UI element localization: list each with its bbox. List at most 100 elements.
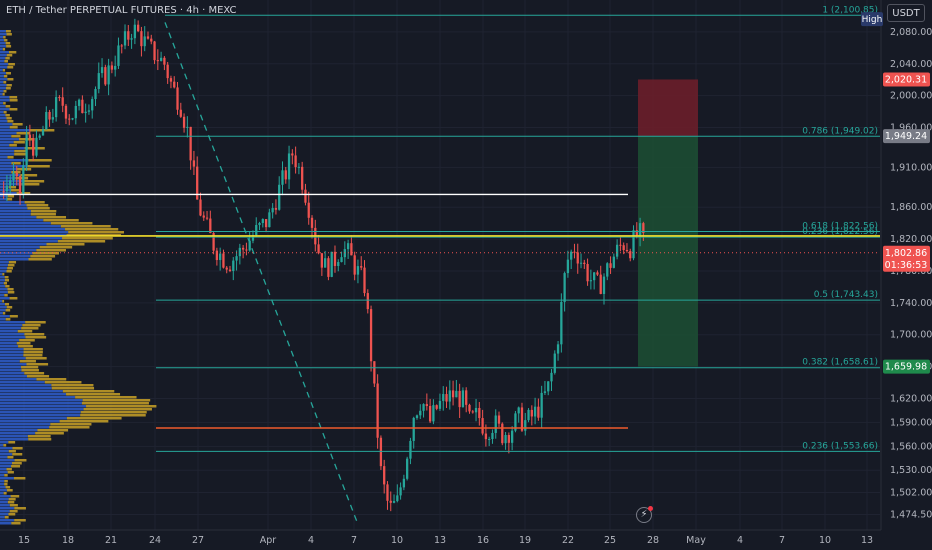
currency-button[interactable]: USDT	[887, 4, 925, 22]
volume-bar	[0, 126, 10, 129]
x-tick-label: 4	[308, 535, 314, 546]
candle	[517, 407, 520, 414]
volume-bar	[0, 504, 10, 507]
volume-bar	[4, 474, 8, 477]
candle	[104, 67, 107, 85]
volume-bar	[27, 207, 50, 210]
volume-bar	[49, 426, 90, 429]
candle	[425, 404, 428, 406]
volume-bar	[24, 180, 45, 183]
candle	[140, 31, 143, 47]
volume-bar	[8, 498, 16, 501]
volume-bar	[12, 447, 23, 450]
volume-bar	[5, 318, 11, 321]
y-tick-label: 1,860.00	[890, 202, 932, 213]
volume-bar	[17, 330, 33, 333]
candle	[461, 390, 465, 408]
volume-bar	[0, 210, 31, 213]
candle	[192, 160, 196, 167]
candle	[409, 440, 412, 459]
price-axis: 2,080.00 2,040.00 2,000.00 1,960.00 1,910.00…	[861, 0, 932, 550]
candle	[468, 404, 471, 412]
candle	[406, 458, 409, 479]
candle	[15, 172, 18, 177]
volume-bar	[22, 324, 41, 327]
x-tick-label: 10	[391, 535, 403, 546]
volume-bar	[0, 360, 20, 363]
volume-bar	[0, 465, 12, 468]
volume-bar	[21, 327, 39, 330]
volume-bar	[0, 117, 7, 120]
candle	[81, 99, 84, 114]
candle	[241, 247, 245, 250]
volume-bar	[26, 375, 50, 378]
volume-bar	[0, 432, 36, 435]
volume-bar	[11, 135, 21, 138]
candle	[494, 415, 497, 433]
x-tick-label: 21	[105, 535, 117, 546]
volume-bar	[0, 66, 8, 69]
candle	[68, 118, 71, 120]
y-tick-label: 1,590.00	[890, 417, 932, 428]
volume-bar	[0, 123, 13, 126]
candle	[64, 105, 68, 119]
volume-bar	[0, 450, 9, 453]
y-tick-label: 2,000.00	[890, 91, 932, 102]
volume-profile	[0, 30, 157, 525]
volume-bar	[0, 408, 84, 411]
price-label: 1,802.86	[885, 248, 927, 259]
volume-bar	[0, 477, 14, 480]
volume-bar	[0, 216, 37, 219]
candle	[143, 36, 146, 47]
candle	[422, 404, 425, 411]
fib-label: 0.236 (1,553.66)	[802, 441, 878, 451]
volume-bar	[7, 78, 14, 81]
volume-bar	[39, 246, 73, 249]
candle	[248, 240, 251, 251]
candle	[615, 244, 619, 257]
volume-bar	[8, 450, 16, 453]
volume-bar	[7, 456, 14, 459]
volume-bar	[2, 93, 5, 96]
volume-bar	[24, 333, 45, 336]
candle	[91, 99, 94, 111]
volume-bar	[0, 78, 8, 81]
volume-bar	[0, 276, 5, 279]
volume-bar	[0, 180, 25, 183]
volume-bar	[11, 522, 21, 525]
candle	[45, 111, 48, 130]
candle	[156, 60, 159, 62]
volume-bar	[0, 159, 29, 162]
candle	[51, 117, 54, 120]
candle	[146, 36, 150, 39]
candle	[386, 484, 389, 501]
candle	[366, 293, 369, 310]
volume-bar	[0, 282, 4, 285]
candle	[219, 253, 222, 261]
candle	[110, 65, 114, 70]
candle	[120, 45, 123, 47]
y-tick-label: 1,700.00	[890, 330, 932, 341]
candle	[84, 111, 87, 114]
volume-bar	[5, 57, 10, 60]
volume-bar	[4, 279, 10, 282]
candle	[22, 165, 25, 195]
volume-bar	[0, 87, 6, 90]
volume-bar	[0, 330, 18, 333]
candle	[330, 251, 333, 277]
y-tick-label: 1,560.00	[890, 441, 932, 452]
volume-bar	[24, 147, 45, 150]
volume-bar	[25, 336, 47, 339]
candle	[415, 415, 419, 418]
x-tick-label: 24	[149, 535, 161, 546]
volume-bar	[0, 357, 26, 360]
volume-bar	[23, 348, 43, 351]
volume-bar	[0, 51, 9, 54]
flash-icon[interactable]: ⚡	[636, 507, 652, 523]
candle	[301, 166, 304, 190]
volume-bar	[21, 183, 40, 186]
volume-bar	[3, 81, 7, 84]
volume-bar	[0, 462, 12, 465]
volume-bar	[0, 351, 24, 354]
